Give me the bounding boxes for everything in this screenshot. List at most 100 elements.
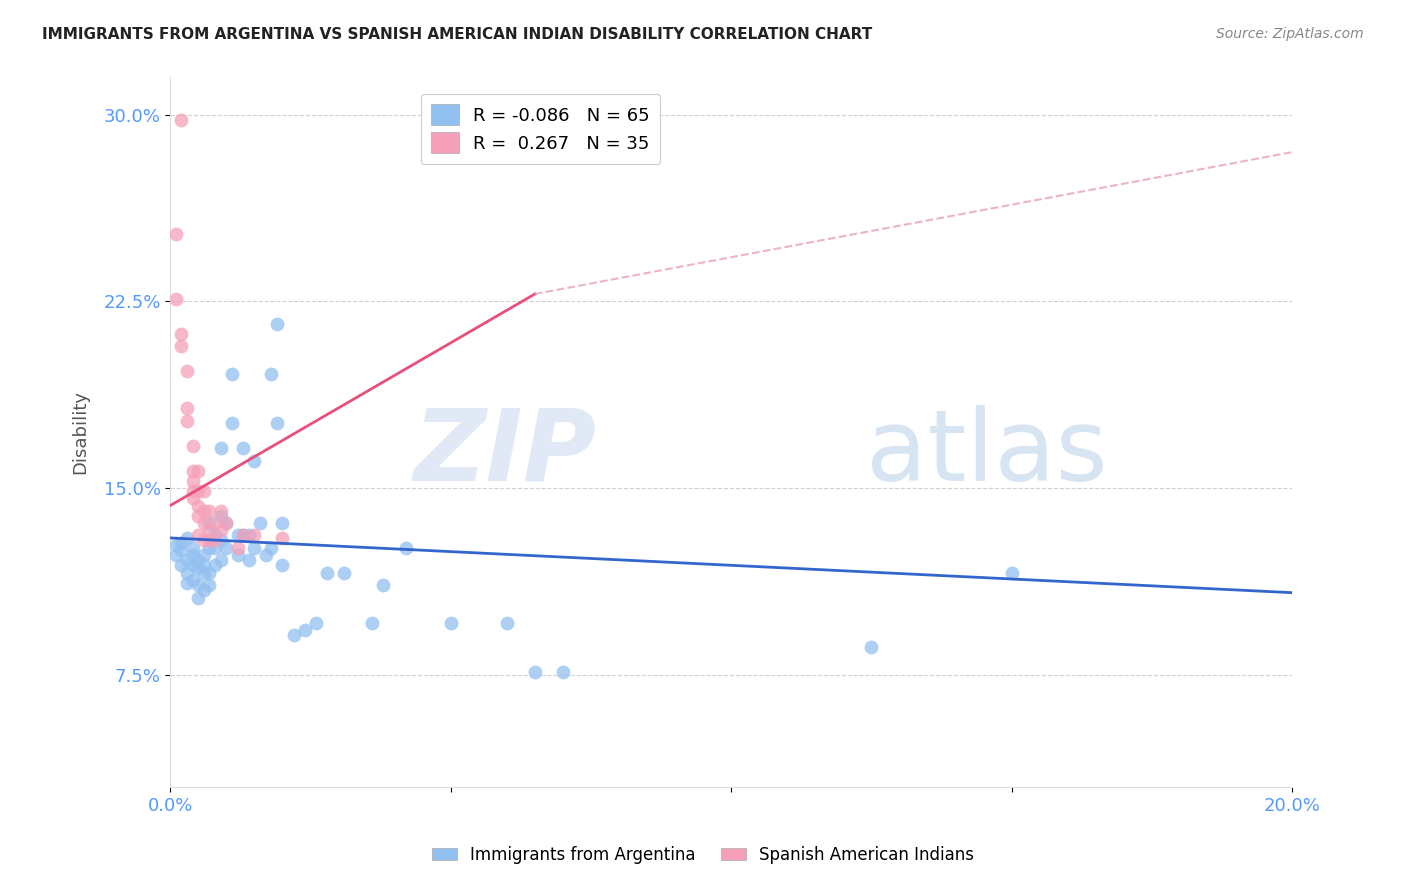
Point (170, 326, 193, 341)
Point (294, 623, 316, 637)
Point (193, 558, 215, 573)
Point (209, 503, 232, 517)
Point (165, 549, 187, 563)
Point (243, 541, 266, 555)
Point (176, 531, 198, 545)
Point (316, 566, 339, 580)
Point (193, 549, 215, 563)
Point (215, 516, 238, 530)
Point (254, 549, 277, 563)
Point (187, 508, 209, 523)
Point (243, 528, 266, 542)
Point (523, 112, 546, 127)
Point (181, 474, 204, 488)
Point (283, 628, 305, 642)
Point (209, 533, 232, 548)
Point (187, 591, 209, 605)
Point (198, 524, 221, 538)
Point (209, 524, 232, 538)
Point (215, 541, 238, 555)
Point (204, 516, 226, 530)
Point (440, 615, 463, 630)
Point (221, 367, 243, 381)
Y-axis label: Disability: Disability (72, 390, 89, 475)
Legend: R = -0.086   N = 65, R =  0.267   N = 35: R = -0.086 N = 65, R = 0.267 N = 35 (420, 94, 661, 164)
Point (209, 508, 232, 523)
Point (198, 503, 221, 517)
Text: Source: ZipAtlas.com: Source: ZipAtlas.com (1216, 27, 1364, 41)
Point (170, 558, 193, 573)
Point (271, 531, 294, 545)
Point (523, 665, 546, 680)
Point (181, 573, 204, 587)
Point (238, 528, 260, 542)
Point (395, 541, 418, 555)
Point (232, 528, 254, 542)
Point (198, 578, 221, 592)
Point (181, 483, 204, 498)
Point (181, 491, 204, 505)
Point (193, 503, 215, 517)
Point (232, 528, 254, 542)
Point (226, 541, 249, 555)
Point (181, 541, 204, 555)
Point (271, 516, 294, 530)
Point (170, 112, 193, 127)
Point (266, 317, 288, 331)
Point (165, 227, 187, 242)
Point (271, 558, 294, 573)
Point (204, 528, 226, 542)
Point (204, 558, 226, 573)
Point (260, 541, 283, 555)
Point (860, 640, 883, 655)
Point (204, 541, 226, 555)
Point (176, 553, 198, 567)
Point (198, 516, 221, 530)
Point (193, 533, 215, 548)
Point (187, 499, 209, 513)
Point (238, 553, 260, 567)
Point (193, 566, 215, 580)
Point (181, 439, 204, 453)
Text: IMMIGRANTS FROM ARGENTINA VS SPANISH AMERICAN INDIAN DISABILITY CORRELATION CHAR: IMMIGRANTS FROM ARGENTINA VS SPANISH AME… (42, 27, 873, 42)
Point (221, 417, 243, 431)
Point (551, 665, 574, 680)
Point (373, 578, 395, 592)
Point (176, 575, 198, 590)
Point (176, 364, 198, 378)
Point (495, 615, 517, 630)
Point (204, 533, 226, 548)
Point (181, 549, 204, 563)
Point (176, 566, 198, 580)
Point (187, 578, 209, 592)
Point (215, 516, 238, 530)
Text: atlas: atlas (866, 405, 1108, 502)
Point (193, 483, 215, 498)
Point (165, 538, 187, 552)
Point (193, 516, 215, 530)
Point (266, 417, 288, 431)
Point (226, 549, 249, 563)
Point (181, 558, 204, 573)
Point (243, 454, 266, 468)
Point (187, 561, 209, 575)
Point (209, 442, 232, 456)
Point (209, 553, 232, 567)
Point (170, 339, 193, 353)
Point (232, 442, 254, 456)
Point (187, 553, 209, 567)
Point (198, 541, 221, 555)
Point (181, 464, 204, 478)
Point (198, 533, 221, 548)
Point (170, 543, 193, 558)
Point (193, 583, 215, 598)
Point (176, 414, 198, 428)
Point (249, 516, 271, 530)
Point (1001, 566, 1024, 580)
Point (305, 615, 328, 630)
Point (361, 615, 384, 630)
Text: ZIP: ZIP (413, 405, 596, 502)
Point (187, 483, 209, 498)
Point (187, 528, 209, 542)
Point (170, 536, 193, 550)
